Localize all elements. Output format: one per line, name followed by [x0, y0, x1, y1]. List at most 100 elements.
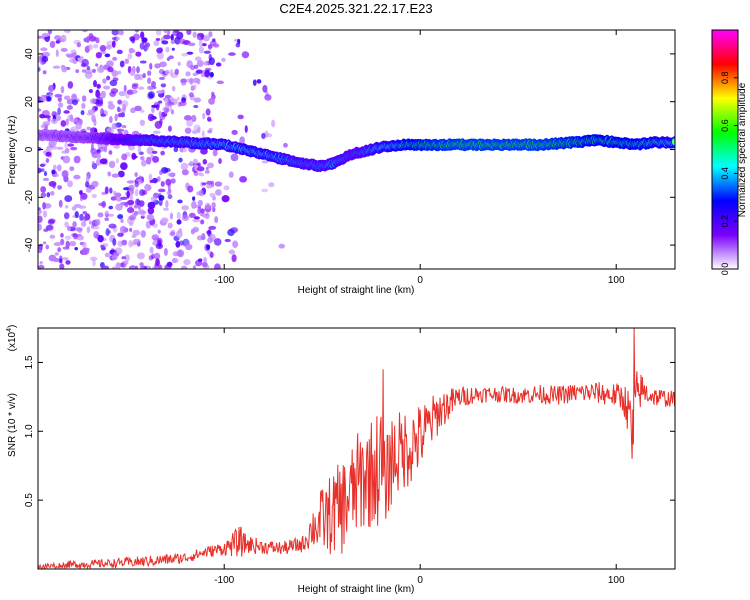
noise-blob	[212, 195, 217, 201]
snr-ylabel: SNR (10 * v/v)	[7, 393, 18, 457]
noise-blob	[98, 202, 106, 207]
noise-blob	[43, 171, 48, 177]
noise-blob	[163, 167, 171, 173]
noise-blob	[206, 180, 213, 185]
noise-blob	[180, 162, 189, 171]
noise-blob	[99, 45, 107, 52]
noise-blob	[111, 173, 120, 178]
noise-blob	[140, 109, 145, 113]
colorbar: 0.0 0.2 0.4 0.6 0.8 Normalized spectral ampl…	[711, 29, 748, 275]
snr-xtick-label: 100	[608, 575, 625, 586]
noise-blob	[139, 189, 146, 196]
noise-blob	[49, 40, 56, 49]
noise-blob	[232, 240, 239, 248]
noise-blob	[193, 216, 200, 220]
noise-blob	[79, 55, 84, 60]
noise-blob	[38, 215, 43, 224]
noise-blob	[158, 110, 163, 118]
noise-blob	[200, 219, 205, 225]
noise-blob	[109, 79, 118, 87]
noise-blob	[170, 109, 175, 115]
noise-blob	[54, 252, 59, 256]
noise-blob	[103, 85, 111, 90]
noise-blob	[164, 264, 172, 269]
noise-blob	[61, 170, 69, 179]
noise-blob	[156, 90, 164, 94]
noise-blob	[57, 107, 61, 116]
noise-blob	[42, 241, 47, 245]
noise-blob	[214, 189, 222, 196]
noise-blob	[173, 146, 179, 153]
noise-blob	[39, 261, 43, 265]
snr-series-line	[38, 328, 675, 569]
noise-blob	[192, 196, 196, 201]
noise-blob	[218, 157, 222, 165]
noise-blob	[117, 214, 124, 220]
noise-blob	[132, 238, 141, 245]
noise-blob	[106, 75, 111, 81]
noise-blob	[147, 77, 152, 85]
noise-blob	[104, 252, 111, 258]
noise-blob	[187, 185, 194, 193]
noise-blob	[157, 188, 166, 193]
noise-blob	[38, 245, 43, 254]
noise-blob	[70, 146, 78, 151]
noise-blob	[50, 118, 58, 125]
noise-blob	[196, 78, 201, 85]
noise-blob	[111, 255, 117, 261]
noise-blob	[42, 177, 50, 181]
noise-blob	[153, 40, 160, 47]
noise-blob	[111, 40, 116, 48]
noise-blob	[114, 113, 118, 122]
noise-blob	[237, 38, 241, 45]
noise-blob	[207, 44, 213, 49]
noise-blob	[183, 115, 192, 121]
noise-blob	[42, 32, 50, 38]
noise-blob	[224, 238, 231, 243]
noise-blob	[170, 178, 176, 184]
noise-blob	[63, 212, 70, 220]
noise-blob	[107, 171, 112, 177]
noise-blob	[202, 213, 207, 219]
noise-blob	[195, 69, 203, 74]
noise-blob	[75, 69, 80, 74]
noise-blob	[165, 107, 170, 113]
noise-blob	[205, 108, 211, 116]
noise-blob	[144, 42, 150, 51]
noise-blob	[228, 171, 234, 179]
noise-blob	[60, 47, 68, 53]
noise-blob	[189, 64, 196, 71]
spectrogram-panel: -100 0 100 -40 -20 0 20 40 Height of straight l…	[7, 29, 676, 296]
spectrogram-xtick-label: 100	[608, 275, 625, 286]
noise-blob	[86, 35, 90, 44]
noise-blob	[110, 196, 117, 201]
colorbar-bar	[711, 29, 739, 270]
noise-blob	[122, 187, 130, 191]
noise-blob	[192, 72, 198, 77]
noise-blob	[189, 77, 194, 85]
noise-blob	[107, 100, 114, 105]
noise-blob	[66, 54, 74, 58]
noise-blob	[73, 174, 81, 180]
noise-blob	[231, 129, 238, 136]
noise-blob	[140, 264, 145, 269]
noise-blob	[173, 258, 179, 263]
noise-blob	[38, 67, 41, 72]
noise-blob	[91, 180, 99, 188]
noise-blob	[54, 35, 62, 41]
noise-blob	[157, 176, 161, 182]
noise-blob	[128, 265, 137, 269]
noise-blob	[203, 50, 211, 54]
noise-blob	[202, 159, 208, 165]
noise-blob	[201, 130, 205, 138]
noise-blob	[115, 262, 121, 269]
noise-blob	[215, 62, 222, 67]
noise-blob	[167, 194, 173, 200]
noise-blob	[78, 190, 83, 195]
noise-blob	[201, 262, 208, 268]
noise-blob	[149, 246, 154, 254]
noise-blob	[38, 167, 42, 174]
noise-blob	[208, 127, 213, 132]
noise-blob	[52, 65, 61, 69]
noise-blob	[188, 160, 194, 167]
